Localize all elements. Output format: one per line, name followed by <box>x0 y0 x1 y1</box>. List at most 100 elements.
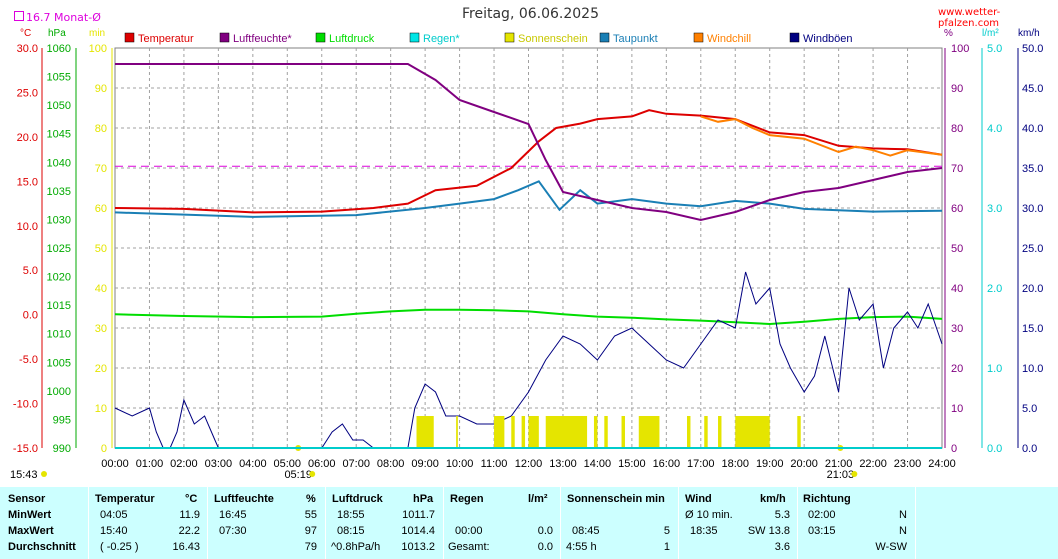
rain-tick-label: 4.0 <box>987 123 1002 135</box>
pressure-tick-label: 1050 <box>47 100 71 112</box>
humid-val: 97 <box>304 525 317 537</box>
hdr-humid: Luftfeuchte <box>214 493 274 505</box>
now-sun-icon <box>41 471 47 477</box>
legend-label: Luftdruck <box>329 33 375 45</box>
humidity-tick-label: 10 <box>951 403 963 415</box>
wind-tick-label: 0.0 <box>1022 443 1037 455</box>
legend-label: Windchill <box>707 33 751 45</box>
temp-tick-label: -15.0 <box>13 443 38 455</box>
legend-label: Windböen <box>803 33 853 45</box>
time-tick-label: 01:00 <box>136 458 164 470</box>
pressure-tick-label: 1060 <box>47 43 71 55</box>
time-tick-label: 20:00 <box>790 458 818 470</box>
temp-tick-label: 0.0 <box>23 310 38 322</box>
hdr-sun: Sonnenschein min <box>567 493 665 505</box>
press-val: 1014.4 <box>401 525 435 537</box>
legend-swatch <box>409 32 420 43</box>
rain-time: 00:00 <box>455 525 483 537</box>
hdr-sensor: Sensor <box>8 493 46 505</box>
legend-label: Temperatur <box>138 33 194 45</box>
legend-label: Regen* <box>423 33 460 45</box>
pressure-tick-label: 1020 <box>47 272 71 284</box>
sun-tick-label: 60 <box>95 203 107 215</box>
row-label: MaxWert <box>8 525 54 537</box>
sunrise-label: 05:19 <box>284 469 312 481</box>
temp-tick-label: 25.0 <box>17 87 38 99</box>
humidity-tick-label: 70 <box>951 163 963 175</box>
rain-val: 0.0 <box>537 525 553 537</box>
wind-tick-label: 5.0 <box>1022 403 1037 415</box>
stats-table: Sensor Temperatur °C Luftfeuchte % Luftd… <box>0 487 1058 559</box>
dir-val: N <box>899 509 907 521</box>
sun-tick-label: 20 <box>95 363 107 375</box>
rain-tick-label: 2.0 <box>987 283 1002 295</box>
temp-tick-label: -5.0 <box>19 354 38 366</box>
chart-title: Freitag, 06.06.2025 <box>462 6 599 22</box>
temp-val: 22.2 <box>178 525 200 537</box>
humidity-tick-label: 100 <box>951 43 969 55</box>
temp-tick-label: -10.0 <box>13 399 38 411</box>
sunshine-bar <box>638 416 660 448</box>
hdr-wind: Wind <box>685 493 712 505</box>
monthly-avg-icon <box>14 11 24 21</box>
time-tick-label: 08:00 <box>377 458 405 470</box>
series-temperatur <box>114 109 943 214</box>
sun-tick-label: 30 <box>95 323 107 335</box>
sunshine-bar <box>494 416 505 448</box>
time-tick-label: 06:00 <box>308 458 336 470</box>
time-tick-label: 19:00 <box>756 458 784 470</box>
sun-val: 1 <box>663 541 670 553</box>
legend-label: Luftfeuchte* <box>233 33 292 45</box>
wind-tick-label: 25.0 <box>1022 243 1043 255</box>
hdr-temp: Temperatur <box>95 493 155 505</box>
time-tick-label: 07:00 <box>342 458 370 470</box>
temp-unit: °C <box>20 28 31 39</box>
rain-tick-label: 0.0 <box>987 443 1002 455</box>
temp-time: 04:05 <box>100 509 128 521</box>
time-tick-label: 15:00 <box>618 458 646 470</box>
sunset-icon <box>851 471 858 477</box>
pressure-tick-label: 1015 <box>47 300 71 312</box>
monthly-avg-label: 16.7 Monat-Ø <box>14 11 101 24</box>
time-tick-label: 24:00 <box>928 458 956 470</box>
time-tick-label: 03:00 <box>205 458 233 470</box>
wind-tick-label: 35.0 <box>1022 163 1043 175</box>
press-time: ^0.8hPa/h <box>331 541 381 553</box>
site-link[interactable]: www.wetter-pfalzen.com <box>938 7 1001 29</box>
hdr-press: Luftdruck <box>332 493 383 505</box>
sun-tick-label: 100 <box>89 43 107 55</box>
time-tick-label: 05:00 <box>274 458 302 470</box>
wind-val: SW 13.8 <box>747 525 790 537</box>
pressure-tick-label: 1025 <box>47 243 71 255</box>
humid-val: 79 <box>304 541 317 553</box>
time-tick-label: 00:00 <box>101 458 129 470</box>
time-tick-label: 12:00 <box>515 458 543 470</box>
sunshine-bar <box>621 416 625 448</box>
wind-unit: km/h <box>1018 28 1040 39</box>
rain-time: Gesamt: <box>448 541 490 553</box>
sun-tick-label: 50 <box>95 243 107 255</box>
humidity-tick-label: 60 <box>951 203 963 215</box>
dir-time: 03:15 <box>808 525 836 537</box>
pressure-tick-label: 1005 <box>47 357 71 369</box>
legend-swatch <box>693 32 704 43</box>
time-tick-label: 16:00 <box>653 458 681 470</box>
humid-time: 16:45 <box>219 509 247 521</box>
sun-tick-label: 80 <box>95 123 107 135</box>
now-label: 15:43 <box>10 469 38 481</box>
wind-time: Ø 10 min. <box>685 509 733 521</box>
hdr-humid-unit: % <box>306 493 316 505</box>
wind-tick-label: 50.0 <box>1022 43 1043 55</box>
monthly-avg-text: 16.7 Monat-Ø <box>26 11 101 24</box>
press-val: 1011.7 <box>402 509 435 521</box>
pressure-tick-label: 1035 <box>47 186 71 198</box>
dir-time: 02:00 <box>808 509 836 521</box>
weather-chart: 30.0 25.0 20.0 15.0 10.0 5.0 0.0 -5.0 -10.0 -15.0… <box>10 28 1043 481</box>
temp-val: 11.9 <box>179 509 200 521</box>
temp-tick-label: 30.0 <box>17 43 38 55</box>
time-tick-label: 11:00 <box>481 458 508 470</box>
humidity-tick-label: 80 <box>951 123 963 135</box>
series-windchill <box>700 115 943 157</box>
press-time: 18:55 <box>337 509 365 521</box>
sunshine-bar <box>735 416 770 448</box>
